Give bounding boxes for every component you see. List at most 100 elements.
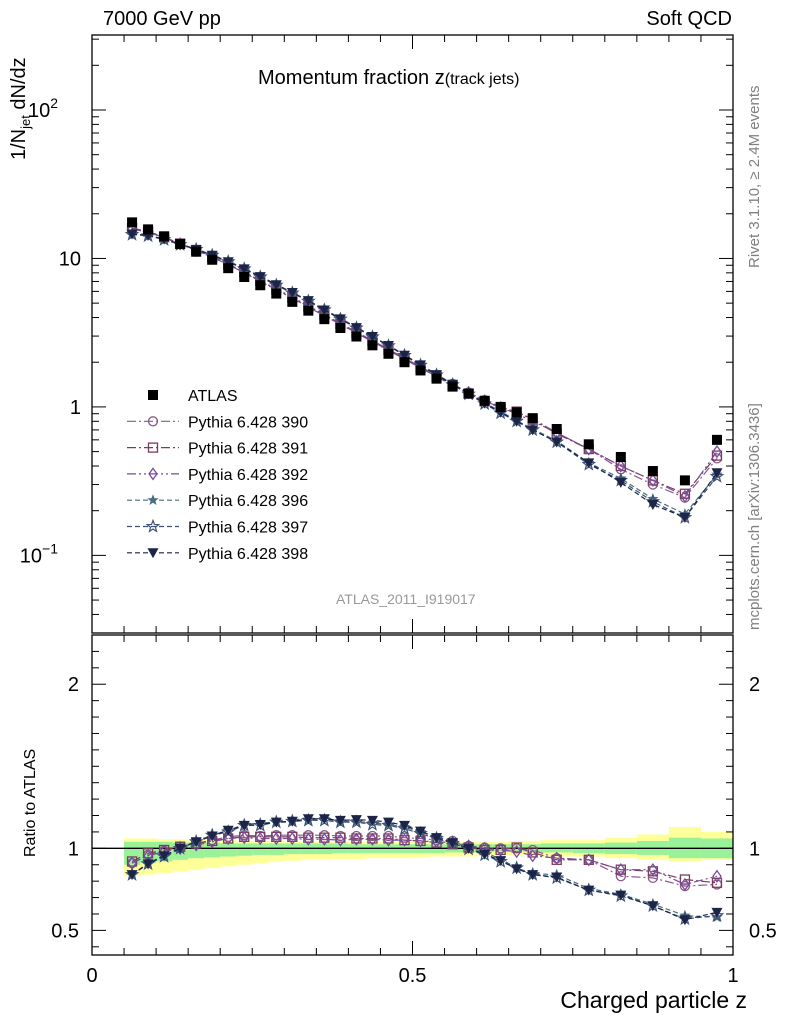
band-stat-bin xyxy=(252,843,269,855)
legend-label: Pythia 6.428 396 xyxy=(188,493,308,510)
legend-entry-pythia-6-428-396: Pythia 6.428 396 xyxy=(127,493,308,510)
data-point xyxy=(527,413,538,424)
x-tick-label: 0 xyxy=(86,965,97,987)
legend-entry-pythia-6-428-392: Pythia 6.428 392 xyxy=(127,467,308,484)
legend-marker xyxy=(147,416,159,427)
band-stat-bin xyxy=(268,843,285,855)
data-point xyxy=(711,450,723,461)
ratio-point xyxy=(527,847,538,858)
ratio-point xyxy=(399,833,410,847)
data-point xyxy=(431,373,442,384)
data-point xyxy=(335,323,346,334)
ratio-point xyxy=(335,833,346,847)
legend-label: ATLAS xyxy=(188,388,238,405)
ratio-point xyxy=(365,816,380,831)
ylabel-part-2: dN/dz xyxy=(8,57,30,116)
legend-marker xyxy=(148,390,158,400)
data-point xyxy=(711,468,723,479)
ratio-point xyxy=(286,816,298,827)
data-point xyxy=(223,263,234,274)
data-point xyxy=(191,246,202,257)
legend-marker xyxy=(145,518,161,533)
ratio-point xyxy=(583,885,595,896)
ratio-point xyxy=(447,838,459,849)
ratio-point xyxy=(222,825,234,836)
axis-ticks: 0 0.5 1 10−1 1 10 102 0.5 0.5 1 1 2 2 xyxy=(20,35,777,987)
data-point xyxy=(680,489,690,503)
ratio-point xyxy=(190,837,202,848)
ratio-y-axis-label: Ratio to ATLAS xyxy=(22,748,39,857)
legend-entry-atlas: ATLAS xyxy=(148,388,238,405)
data-point xyxy=(615,451,626,462)
ratio-point xyxy=(367,832,378,846)
data-point xyxy=(207,254,218,265)
x-axis-label: Charged particle z xyxy=(560,987,747,1013)
analysis-tag: ATLAS_2011_I919017 xyxy=(336,591,476,607)
ratio-series-pythia-6-428-398 xyxy=(126,814,723,926)
data-point xyxy=(615,472,627,484)
ylabel-part-1: 1/N xyxy=(8,128,30,160)
ratio-point xyxy=(270,817,282,828)
data-point xyxy=(350,323,362,334)
ratio-y-tick-label: 2 xyxy=(68,674,79,696)
data-point xyxy=(398,350,410,361)
ratio-point xyxy=(142,859,154,870)
mcplots-label: mcplots.cern.ch [arXiv:1306.3436] xyxy=(746,403,763,630)
data-point xyxy=(239,272,250,283)
data-point xyxy=(463,388,474,399)
y-tick-label: 10 xyxy=(59,248,81,270)
data-point xyxy=(367,340,378,351)
ratio-y-tick-label-right: 2 xyxy=(749,674,760,696)
chart-title-main: Momentum fraction z xyxy=(258,67,445,89)
data-point xyxy=(647,500,659,511)
data-point xyxy=(647,492,659,504)
legend-marker xyxy=(147,548,159,559)
header-right-label: Soft QCD xyxy=(646,8,732,30)
ratio-point xyxy=(551,851,562,865)
ratio-point xyxy=(680,877,690,892)
ratio-point xyxy=(431,833,443,844)
data-point xyxy=(583,458,595,469)
data-point xyxy=(318,305,330,316)
data-point xyxy=(399,357,410,368)
legend-entry-pythia-6-428-390: Pythia 6.428 390 xyxy=(127,414,308,431)
legend-label: Pythia 6.428 397 xyxy=(188,520,308,537)
ratio-point xyxy=(287,831,298,846)
ratio-point xyxy=(647,901,659,912)
data-point xyxy=(679,475,690,486)
series-line xyxy=(131,819,718,920)
data-point xyxy=(222,257,234,268)
main-frame xyxy=(91,34,734,634)
ratio-series-group xyxy=(124,812,725,926)
data-point xyxy=(479,395,490,406)
ratio-point xyxy=(679,915,691,926)
series-line xyxy=(132,233,718,519)
ratio-point xyxy=(511,845,522,859)
main-series-atlas xyxy=(127,217,722,486)
data-point xyxy=(511,407,522,418)
ylabel-subscript: jet xyxy=(18,115,33,129)
ratio-point xyxy=(679,909,691,921)
data-point xyxy=(287,296,298,307)
ratio-point xyxy=(647,872,659,884)
ratio-point xyxy=(495,856,507,867)
legend-entry-pythia-6-428-397: Pythia 6.428 397 xyxy=(127,518,308,537)
data-point xyxy=(495,401,506,412)
data-point xyxy=(254,272,266,283)
legend-entry-pythia-6-428-391: Pythia 6.428 391 xyxy=(127,441,308,458)
data-point xyxy=(238,264,250,275)
legend: ATLAS Pythia 6.428 390 Pythia 6.428 391 Pyt… xyxy=(127,388,308,563)
ratio-point xyxy=(398,820,410,831)
data-point xyxy=(679,488,691,499)
ratio-point xyxy=(158,851,170,862)
data-point xyxy=(712,444,722,459)
data-point xyxy=(302,296,314,307)
ratio-point xyxy=(615,890,627,901)
ratio-point xyxy=(511,842,522,853)
ratio-point xyxy=(255,831,266,846)
legend-label: Pythia 6.428 390 xyxy=(188,414,308,431)
ratio-point xyxy=(615,871,626,882)
band-stat-bin xyxy=(220,843,237,857)
data-point xyxy=(447,381,458,392)
x-tick-label: 0.5 xyxy=(399,965,427,987)
